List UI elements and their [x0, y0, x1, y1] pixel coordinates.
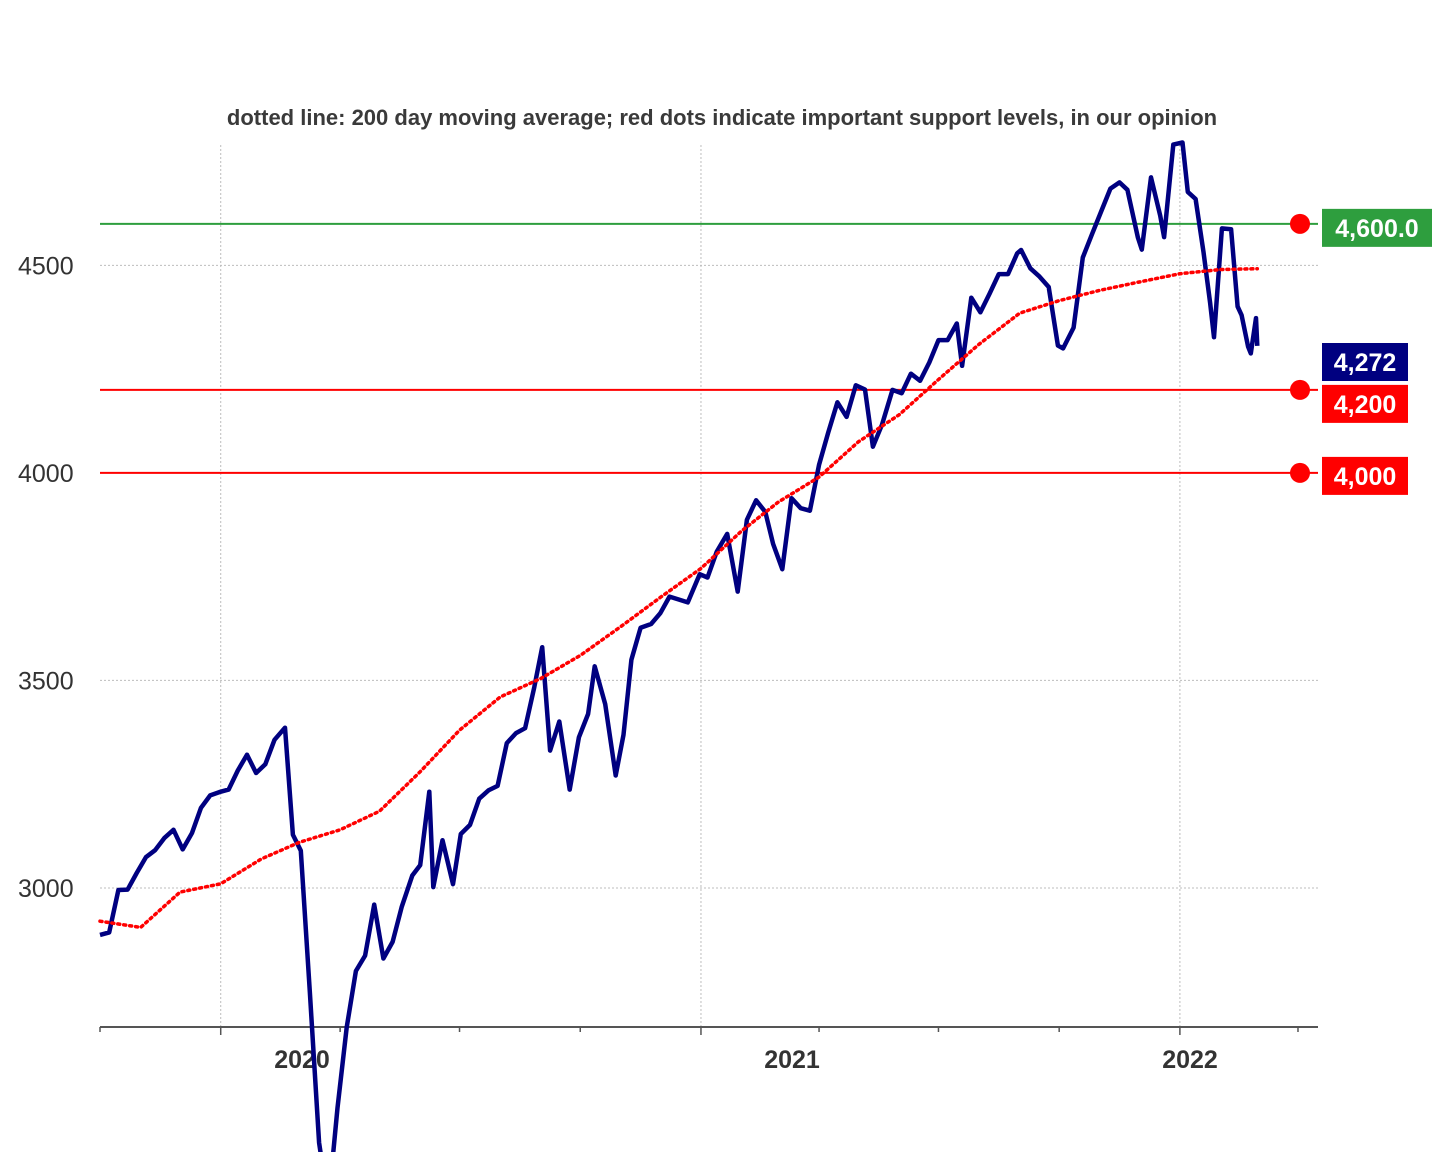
tag-support-lower-box: [1322, 456, 1408, 495]
tag-resistance: 4,600.0: [1322, 208, 1432, 247]
x-tick-label: 2021: [764, 1046, 820, 1074]
y-tick-label: 3000: [18, 875, 74, 903]
tag-last-value-text: 4,272: [1334, 349, 1397, 377]
tag-resistance-text: 4,600.0: [1335, 215, 1418, 243]
support-dot: [1290, 379, 1310, 400]
axes: 3000 3500 4000 4500 2020 2021 2022: [18, 252, 1318, 1074]
chart-subtitle: dotted line: 200 day moving average; red…: [227, 105, 1217, 130]
tag-last-value-box: [1322, 343, 1408, 382]
moving-average-line: [98, 266, 1260, 930]
tag-support-upper-box: [1322, 384, 1408, 423]
tag-resistance-box: [1322, 208, 1432, 247]
x-tick-label: 2022: [1162, 1046, 1218, 1074]
y-tick-label: 4500: [18, 252, 74, 280]
tag-support-upper: 4,200: [1322, 384, 1408, 423]
y-tick-label: 4000: [18, 460, 74, 488]
tag-last-value: 4,272: [1322, 343, 1408, 382]
x-tick-label: 2020: [274, 1046, 330, 1074]
support-dot: [1290, 213, 1310, 234]
price-line: [99, 140, 1260, 1152]
grid: [100, 145, 1318, 1027]
tag-support-upper-text: 4,200: [1334, 391, 1397, 419]
value-tags: 4,600.0 4,272 4,200 4,000: [1322, 208, 1432, 495]
support-lines: [100, 213, 1318, 483]
support-dot: [1290, 462, 1310, 483]
series: [98, 140, 1260, 1152]
tag-support-lower-text: 4,000: [1334, 463, 1397, 491]
y-tick-label: 3500: [18, 667, 74, 695]
tag-support-lower: 4,000: [1322, 456, 1408, 495]
